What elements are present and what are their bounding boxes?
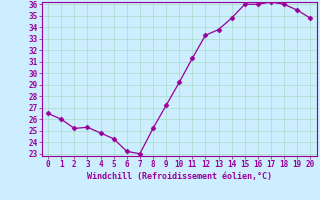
X-axis label: Windchill (Refroidissement éolien,°C): Windchill (Refroidissement éolien,°C) [87, 172, 272, 181]
